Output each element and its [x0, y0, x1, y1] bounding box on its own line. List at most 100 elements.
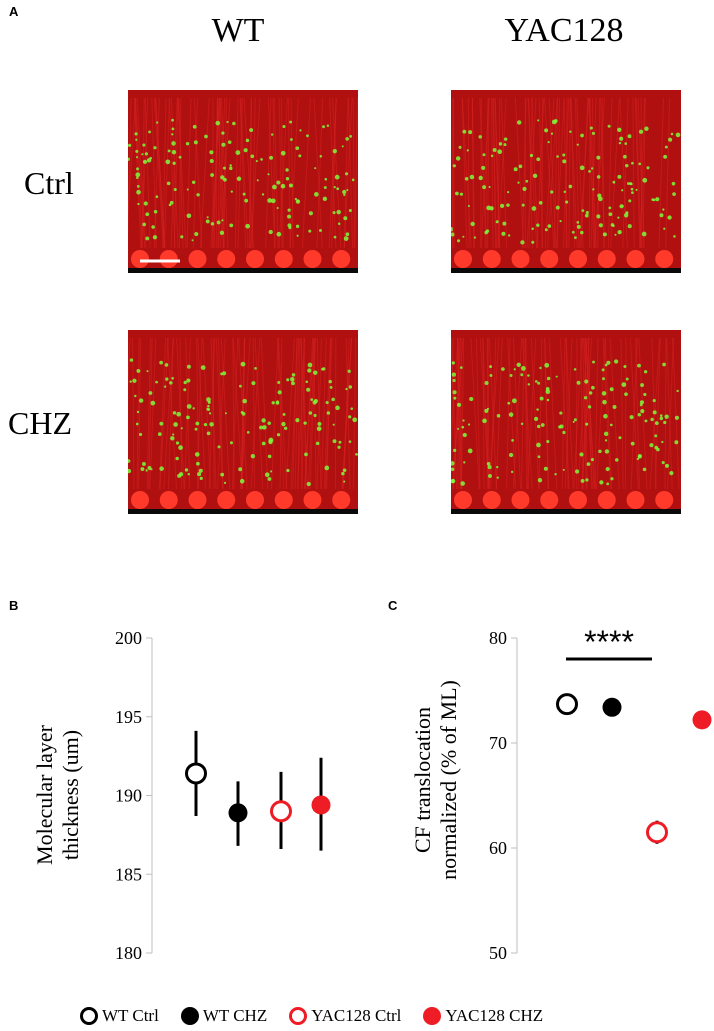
cf-label-dot — [610, 477, 614, 481]
dendrite-line — [672, 337, 680, 490]
dendrite-line — [530, 337, 540, 490]
cf-label-dot — [282, 412, 286, 416]
cf-label-dot — [140, 467, 145, 472]
cf-label-dot — [538, 200, 543, 205]
cf-label-dot — [550, 132, 554, 135]
cf-label-dot — [319, 154, 323, 158]
cf-label-dot — [590, 458, 594, 462]
cf-label-dot — [336, 209, 341, 215]
dendrite-line — [128, 97, 137, 224]
cf-label-dot — [141, 461, 146, 466]
cf-label-dot — [545, 389, 551, 395]
cf-label-dot — [546, 440, 550, 444]
dendrite-line — [470, 337, 480, 490]
cf-label-dot — [135, 422, 139, 426]
cf-label-dot — [186, 404, 192, 409]
purkinje-soma — [131, 250, 149, 268]
cf-label-dot — [650, 417, 654, 422]
cf-label-dot — [180, 235, 184, 239]
cf-label-dot — [451, 467, 455, 472]
cf-label-dot — [186, 415, 190, 420]
cf-label-dot — [267, 477, 272, 481]
cf-label-dot — [630, 441, 635, 446]
dendrite-line — [278, 97, 283, 249]
cf-label-dot — [348, 385, 353, 389]
purkinje-soma — [454, 491, 472, 509]
cf-label-dot — [271, 401, 275, 405]
cf-label-dot — [287, 214, 292, 219]
cf-label-dot — [640, 409, 645, 414]
cf-label-dot — [193, 140, 198, 145]
cf-label-dot — [322, 196, 328, 201]
point-yac128-chz — [692, 710, 712, 730]
cf-label-dot — [539, 396, 544, 401]
cf-label-dot — [209, 150, 214, 155]
cf-label-dot — [562, 159, 567, 164]
cf-label-dot — [227, 140, 232, 144]
cf-label-dot — [295, 224, 300, 229]
micrograph-wt-ctrl — [128, 90, 358, 273]
dendrite-line — [490, 337, 497, 490]
cf-label-dot — [468, 130, 473, 135]
purkinje-soma — [274, 250, 293, 268]
cf-label-dot — [286, 468, 290, 473]
micrograph-texture — [128, 330, 358, 514]
purkinje-soma — [246, 250, 264, 268]
cf-label-dot — [232, 121, 236, 126]
cf-label-dot — [169, 381, 173, 385]
cf-label-dot — [576, 221, 580, 224]
cf-label-dot — [326, 124, 330, 127]
cf-label-dot — [306, 387, 311, 392]
cf-label-dot — [516, 120, 522, 125]
cf-label-dot — [272, 184, 277, 190]
dendrite-line — [345, 337, 351, 490]
cf-label-dot — [451, 461, 455, 466]
cf-label-dot — [451, 478, 456, 484]
cf-label-dot — [576, 380, 581, 385]
cf-label-dot — [346, 188, 349, 192]
cf-label-dot — [517, 181, 520, 184]
cf-label-dot — [501, 231, 506, 236]
cf-label-dot — [520, 366, 526, 371]
cf-label-dot — [153, 210, 158, 214]
cf-label-dot — [580, 133, 584, 138]
cf-label-dot — [639, 403, 643, 407]
dendrite-line — [173, 97, 179, 249]
cf-label-dot — [209, 158, 214, 164]
dendrite-line — [642, 97, 646, 249]
cf-label-dot — [467, 448, 473, 454]
cf-label-dot — [588, 170, 591, 173]
cf-label-dot — [539, 366, 542, 370]
cf-label-dot — [183, 388, 187, 392]
dendrite-line — [665, 97, 671, 249]
legend-marker-wt-ctrl — [80, 1007, 98, 1025]
panel-c-letter: C — [388, 598, 398, 613]
cf-label-dot — [216, 220, 221, 225]
cf-label-dot — [627, 134, 632, 139]
cf-label-dot — [663, 227, 666, 230]
purkinje-soma — [303, 250, 322, 268]
cf-label-dot — [637, 455, 642, 459]
cf-label-dot — [635, 188, 638, 191]
legend: WT Ctrl WT CHZ YAC128 Ctrl YAC128 CHZ — [80, 1004, 565, 1028]
cf-label-dot — [586, 462, 591, 466]
dendrite-line — [575, 337, 578, 490]
cf-label-dot — [638, 129, 644, 134]
cf-label-dot — [574, 236, 577, 240]
cf-label-dot — [269, 155, 274, 160]
dendrite-line — [654, 337, 661, 490]
cf-label-dot — [664, 463, 669, 468]
dendrite-line — [354, 97, 358, 249]
cf-label-dot — [221, 142, 226, 147]
cf-label-dot — [290, 376, 295, 382]
dendrite-line — [577, 337, 588, 490]
cf-label-dot — [134, 394, 137, 398]
cf-label-dot — [171, 376, 174, 380]
cf-label-dot — [222, 166, 226, 170]
cf-label-dot — [639, 400, 645, 405]
cf-label-dot — [609, 423, 613, 427]
cf-label-dot — [328, 379, 333, 384]
purkinje-soma — [540, 491, 559, 509]
dendrite-line — [167, 337, 174, 490]
dendrite-line — [565, 337, 574, 490]
